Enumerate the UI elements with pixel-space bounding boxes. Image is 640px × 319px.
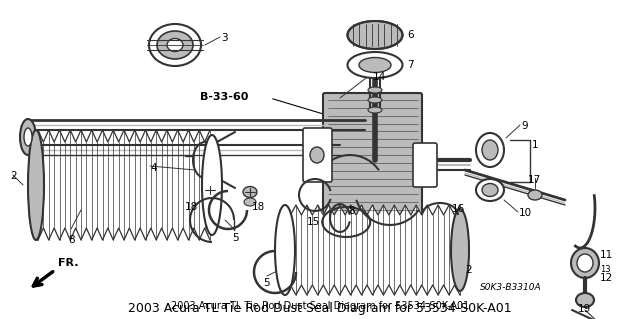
Text: B-33-60: B-33-60 bbox=[200, 92, 248, 102]
Ellipse shape bbox=[204, 196, 216, 204]
Ellipse shape bbox=[244, 198, 256, 206]
Text: 18: 18 bbox=[252, 202, 265, 212]
Text: 18: 18 bbox=[185, 202, 198, 212]
Text: 8: 8 bbox=[68, 235, 75, 245]
Text: 2003 Acura TL Tie Rod Dust Seal Diagram for 53534-S0K-A01: 2003 Acura TL Tie Rod Dust Seal Diagram … bbox=[128, 302, 512, 315]
Text: 2003 Acura TL Tie Rod Dust Seal Diagram for 53534-S0K-A01: 2003 Acura TL Tie Rod Dust Seal Diagram … bbox=[171, 301, 469, 311]
Ellipse shape bbox=[476, 133, 504, 167]
Ellipse shape bbox=[482, 183, 498, 197]
Text: 13: 13 bbox=[600, 265, 611, 274]
Ellipse shape bbox=[243, 187, 257, 197]
Ellipse shape bbox=[368, 97, 382, 103]
Text: 7: 7 bbox=[407, 60, 413, 70]
Text: 5: 5 bbox=[232, 233, 239, 243]
Text: S0K3-B3310A: S0K3-B3310A bbox=[480, 283, 541, 292]
Text: 1: 1 bbox=[532, 140, 539, 150]
Ellipse shape bbox=[577, 254, 593, 272]
Text: 14: 14 bbox=[373, 72, 387, 82]
Text: 9: 9 bbox=[521, 121, 527, 131]
FancyBboxPatch shape bbox=[413, 143, 437, 187]
Text: FR.: FR. bbox=[58, 258, 79, 268]
Text: 6: 6 bbox=[407, 30, 413, 40]
Text: 4: 4 bbox=[150, 163, 157, 173]
Text: 2: 2 bbox=[10, 171, 17, 181]
Text: 10: 10 bbox=[519, 208, 532, 218]
Ellipse shape bbox=[359, 57, 391, 72]
Ellipse shape bbox=[167, 39, 183, 51]
Ellipse shape bbox=[576, 293, 594, 307]
Ellipse shape bbox=[528, 190, 542, 200]
Text: 15: 15 bbox=[307, 217, 320, 227]
Ellipse shape bbox=[368, 107, 382, 113]
Ellipse shape bbox=[203, 184, 217, 196]
FancyBboxPatch shape bbox=[323, 93, 422, 217]
Text: 3: 3 bbox=[221, 33, 228, 43]
Ellipse shape bbox=[24, 128, 32, 146]
Ellipse shape bbox=[20, 119, 36, 155]
Ellipse shape bbox=[368, 87, 382, 93]
Text: 5: 5 bbox=[263, 278, 269, 288]
Ellipse shape bbox=[482, 140, 498, 160]
Ellipse shape bbox=[275, 205, 295, 295]
Text: 19: 19 bbox=[578, 304, 591, 314]
Text: 16: 16 bbox=[452, 204, 465, 214]
Ellipse shape bbox=[310, 147, 324, 163]
Ellipse shape bbox=[202, 135, 222, 235]
Ellipse shape bbox=[28, 130, 44, 240]
Ellipse shape bbox=[157, 31, 193, 59]
Ellipse shape bbox=[149, 24, 201, 66]
Text: 17: 17 bbox=[528, 175, 541, 185]
Text: 2: 2 bbox=[465, 265, 472, 275]
Ellipse shape bbox=[348, 52, 403, 78]
Ellipse shape bbox=[348, 21, 403, 49]
Ellipse shape bbox=[571, 248, 599, 278]
Text: 8: 8 bbox=[348, 206, 355, 216]
Ellipse shape bbox=[476, 179, 504, 201]
Ellipse shape bbox=[451, 209, 469, 291]
FancyBboxPatch shape bbox=[303, 128, 332, 182]
Text: 11: 11 bbox=[600, 250, 613, 260]
Text: 12: 12 bbox=[600, 273, 613, 283]
